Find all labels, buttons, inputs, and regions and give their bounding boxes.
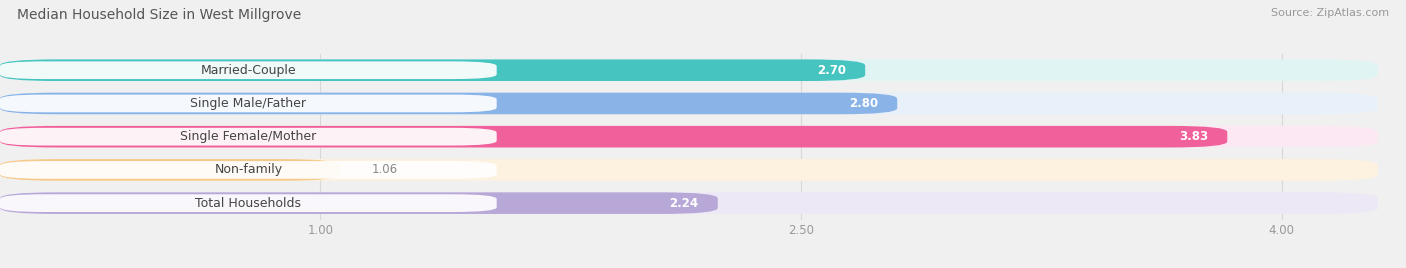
FancyBboxPatch shape — [0, 194, 496, 212]
Text: Median Household Size in West Millgrove: Median Household Size in West Millgrove — [17, 8, 301, 22]
Text: 2.24: 2.24 — [669, 197, 699, 210]
FancyBboxPatch shape — [0, 192, 1378, 214]
Text: Non-family: Non-family — [214, 163, 283, 176]
Text: 2.70: 2.70 — [817, 64, 846, 77]
Text: Single Male/Father: Single Male/Father — [190, 97, 307, 110]
FancyBboxPatch shape — [0, 59, 865, 81]
FancyBboxPatch shape — [0, 159, 340, 181]
FancyBboxPatch shape — [0, 59, 1378, 81]
Text: Single Female/Mother: Single Female/Mother — [180, 130, 316, 143]
FancyBboxPatch shape — [0, 192, 718, 214]
FancyBboxPatch shape — [0, 61, 496, 79]
Text: Source: ZipAtlas.com: Source: ZipAtlas.com — [1271, 8, 1389, 18]
Text: 3.83: 3.83 — [1178, 130, 1208, 143]
FancyBboxPatch shape — [0, 93, 897, 114]
Text: Total Households: Total Households — [195, 197, 301, 210]
FancyBboxPatch shape — [0, 159, 1378, 181]
Text: Married-Couple: Married-Couple — [201, 64, 297, 77]
Text: 2.80: 2.80 — [849, 97, 877, 110]
FancyBboxPatch shape — [0, 126, 1378, 147]
FancyBboxPatch shape — [0, 126, 1227, 147]
FancyBboxPatch shape — [0, 95, 496, 112]
FancyBboxPatch shape — [0, 161, 496, 179]
FancyBboxPatch shape — [0, 93, 1378, 114]
Text: 1.06: 1.06 — [371, 163, 398, 176]
FancyBboxPatch shape — [0, 128, 496, 146]
